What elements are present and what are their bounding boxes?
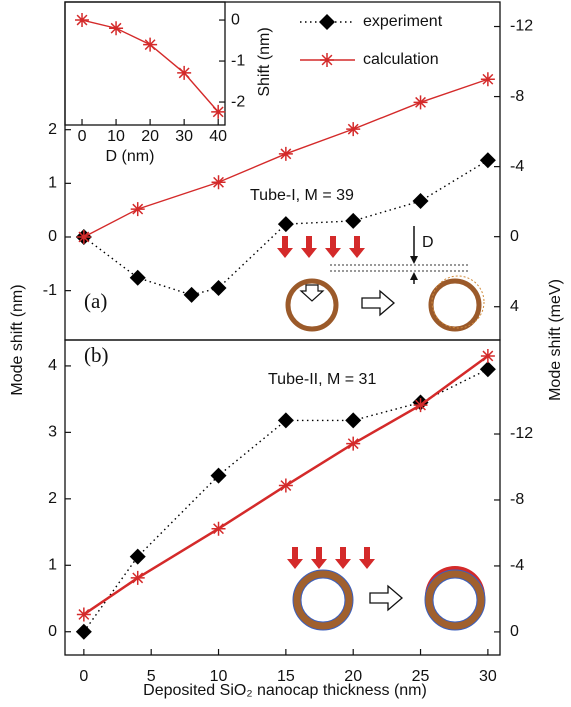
y2-axis-label: Shift (nm) — [256, 27, 273, 96]
y2-tick-label: 4 — [510, 298, 519, 315]
annotation: Tube-II, M = 31 — [268, 371, 376, 388]
y-tick-label: 1 — [48, 557, 57, 574]
x-tick-label: 5 — [147, 668, 156, 685]
x-tick-label: 10 — [210, 668, 228, 685]
panel-label: (a) — [84, 289, 107, 313]
plot-frame — [64, 1, 226, 126]
point — [75, 13, 90, 28]
point — [177, 65, 192, 80]
y2-tick-label: 0 — [231, 11, 240, 28]
series-line — [83, 159, 489, 296]
point — [76, 229, 91, 244]
point — [413, 95, 428, 110]
illustration-a-shapes — [285, 226, 485, 332]
point — [129, 269, 146, 286]
x-tick-label: 40 — [209, 128, 227, 145]
point — [277, 216, 294, 233]
point — [211, 104, 226, 119]
panel-label: (b) — [84, 343, 109, 367]
point — [277, 412, 294, 429]
y-tick-label: 0 — [48, 228, 57, 245]
y2-tick-label: -4 — [510, 158, 524, 175]
illustration-b — [287, 547, 486, 631]
point — [210, 279, 227, 296]
x-axis-label: D (nm) — [106, 148, 155, 165]
point — [129, 548, 146, 565]
x-tick-label: 30 — [479, 668, 497, 685]
y-tick-label: 1 — [48, 175, 57, 192]
y2-tick-label: 0 — [510, 228, 519, 245]
point — [76, 607, 91, 622]
y2-tick-label: -8 — [510, 491, 524, 508]
x-tick-label: 25 — [412, 668, 430, 685]
legend-marker — [319, 14, 335, 30]
x-axis-label: Deposited SiO₂ nanocap thickness (nm) — [143, 682, 427, 699]
point — [413, 398, 428, 413]
diagram-label: D — [422, 234, 434, 251]
y2-tick-label: -1 — [231, 52, 245, 69]
x-tick-label: 20 — [141, 128, 159, 145]
point — [211, 521, 226, 536]
point — [479, 152, 496, 169]
y-tick-label: -1 — [43, 282, 57, 299]
point — [480, 72, 495, 87]
point — [210, 467, 227, 484]
x-tick-label: 10 — [107, 128, 125, 145]
x-tick-label: 0 — [78, 128, 87, 145]
illustration-a — [277, 236, 365, 258]
y-axis-label: Mode shift (nm) — [9, 284, 26, 395]
x-tick-label: 0 — [79, 668, 88, 685]
y2-tick-label: -2 — [231, 93, 245, 110]
point — [143, 37, 158, 52]
y2-tick-label: -8 — [510, 88, 524, 105]
y-tick-label: 2 — [48, 490, 57, 507]
x-tick-label: 20 — [344, 668, 362, 685]
point — [345, 412, 362, 429]
point — [345, 212, 362, 229]
point — [480, 348, 495, 363]
point — [75, 623, 92, 640]
x-tick-label: 30 — [175, 128, 193, 145]
y-tick-label: 3 — [48, 424, 57, 441]
point — [412, 193, 429, 210]
plot-frame — [64, 339, 501, 656]
y-tick-label: 0 — [48, 623, 57, 640]
y2-tick-label: 0 — [510, 623, 519, 640]
point — [278, 478, 293, 493]
point — [346, 122, 361, 137]
y2-tick-label: -12 — [510, 18, 533, 35]
point — [130, 570, 145, 585]
y-tick-label: 4 — [48, 357, 57, 374]
annotation: Tube-I, M = 39 — [250, 187, 354, 204]
point — [278, 146, 293, 161]
point — [479, 361, 496, 378]
y2-axis-label: Mode shift (meV) — [547, 279, 564, 401]
point — [211, 175, 226, 190]
legend-label: experiment — [363, 13, 443, 30]
point — [130, 202, 145, 217]
point — [346, 436, 361, 451]
y-tick-label: 2 — [48, 121, 57, 138]
legend-label: calculation — [363, 51, 439, 68]
y2-tick-label: -4 — [510, 557, 524, 574]
point — [109, 21, 124, 36]
x-tick-label: 15 — [277, 668, 295, 685]
y2-tick-label: -12 — [510, 425, 533, 442]
legend-marker — [320, 53, 334, 67]
point — [183, 286, 200, 303]
